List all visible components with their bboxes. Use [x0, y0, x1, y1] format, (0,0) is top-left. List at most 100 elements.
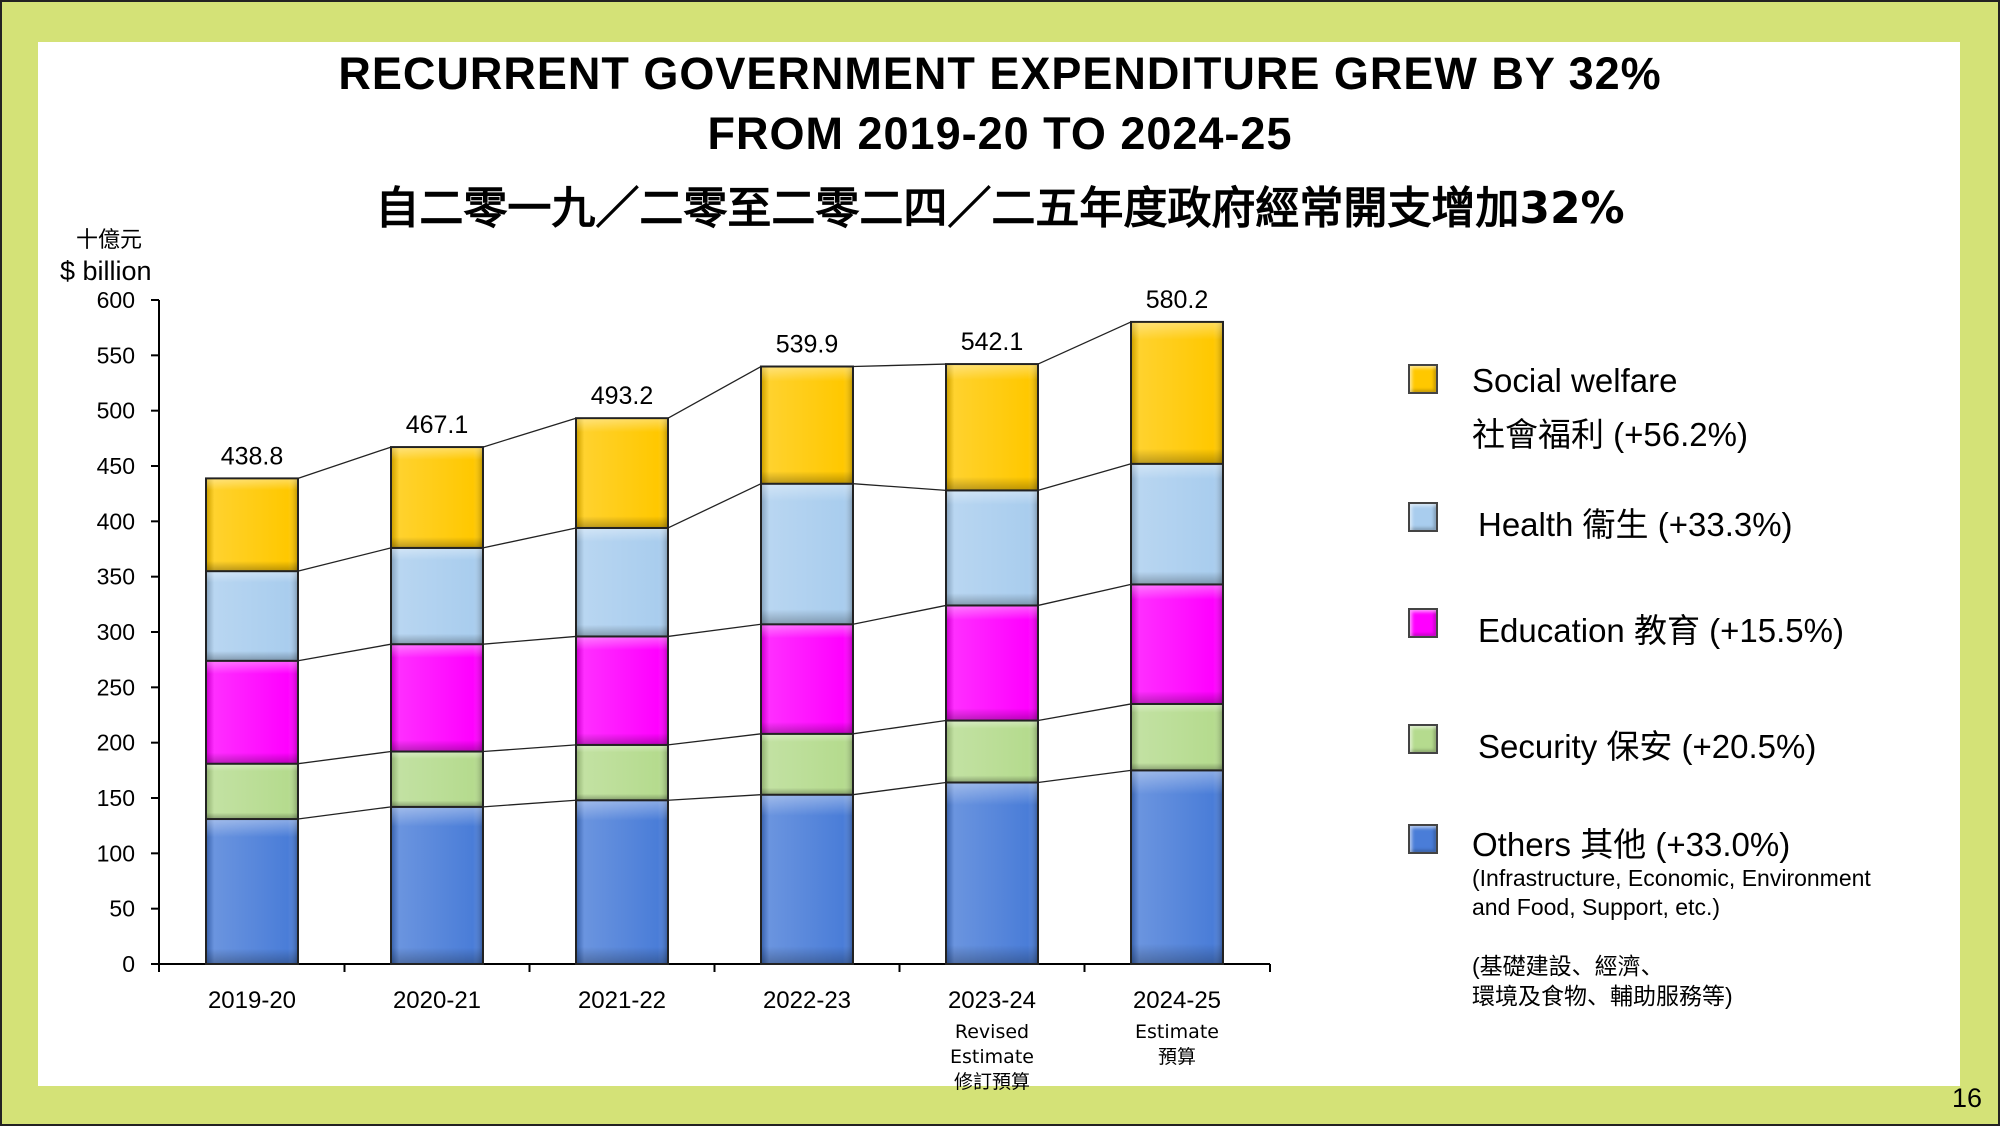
- bar-segment-others: [1130, 769, 1224, 965]
- bar-segment-others: [760, 793, 854, 965]
- bar-segment-others: [390, 805, 484, 965]
- legend-swatch-education: [1408, 608, 1438, 638]
- bar-segment-education: [760, 623, 854, 735]
- y-tick-label: 500: [97, 398, 135, 424]
- bar-segment-health: [390, 546, 484, 646]
- y-tick-label: 400: [97, 508, 135, 534]
- connector-line: [482, 417, 577, 448]
- y-tick-label: 50: [109, 896, 135, 922]
- connector-line: [852, 719, 947, 735]
- connector-line: [297, 750, 392, 765]
- connector-line: [852, 363, 947, 368]
- legend: Social welfare 社會福利 (+56.2%) Health 衞生 (…: [1408, 0, 1988, 1126]
- x-category-note: Estimate: [950, 1046, 1034, 1068]
- legend-label-social-welfare: Social welfare: [1472, 362, 1678, 399]
- legend-swatch-social-welfare: [1408, 364, 1438, 394]
- y-tick-label: 150: [97, 785, 135, 811]
- connector-line: [1037, 463, 1132, 491]
- y-tick-label: 250: [97, 674, 135, 700]
- connector-line: [297, 806, 392, 820]
- bar-segment-security: [575, 743, 669, 802]
- y-tick-label: 100: [97, 840, 135, 866]
- title-line-1: RECURRENT GOVERNMENT EXPENDITURE GREW BY…: [338, 48, 1662, 99]
- connector-line: [297, 547, 392, 572]
- bar-segment-social-welfare: [575, 417, 669, 529]
- legend-swatch-others: [1408, 824, 1438, 854]
- y-axis-unit-zh: 十億元: [76, 228, 143, 253]
- connector-line: [667, 483, 762, 529]
- connector-line: [297, 446, 392, 480]
- connector-line: [667, 733, 762, 746]
- bar-segment-health: [1130, 462, 1224, 586]
- total-data-label: 438.8: [221, 442, 284, 470]
- x-category-note: 預算: [1158, 1046, 1196, 1068]
- bar-segment-education: [205, 659, 299, 765]
- y-tick-label: 300: [97, 619, 135, 645]
- connector-line: [482, 635, 577, 645]
- bar-segment-security: [205, 762, 299, 821]
- x-tick-label: 2019-20: [208, 987, 296, 1014]
- connector-line: [482, 744, 577, 753]
- bar-segment-education: [390, 643, 484, 753]
- bar-segment-social-welfare: [945, 363, 1039, 492]
- y-tick-label: 200: [97, 730, 135, 756]
- bar-segment-education: [575, 635, 669, 746]
- bar-segment-health: [760, 482, 854, 626]
- connector-line: [667, 623, 762, 638]
- x-category-note: Estimate: [1135, 1021, 1219, 1043]
- legend-note-others-zh-1: (基礎建設、經濟、: [1472, 953, 1664, 979]
- page-number: 16: [1951, 1083, 1982, 1113]
- x-tick-label: 2022-23: [763, 987, 851, 1014]
- connector-line: [667, 365, 762, 419]
- y-tick-label: 0: [122, 951, 135, 977]
- connector-line: [852, 604, 947, 625]
- connector-line: [482, 527, 577, 549]
- title-line-2: FROM 2019-20 TO 2024-25: [707, 108, 1293, 159]
- legend-swatch-security: [1408, 724, 1438, 754]
- legend-label-others: Others 其他 (+33.0%): [1472, 826, 1791, 863]
- bar-segment-security: [390, 750, 484, 808]
- bar-segment-education: [1130, 583, 1224, 705]
- connector-line: [1037, 703, 1132, 722]
- connector-line: [482, 799, 577, 808]
- connector-line: [667, 794, 762, 801]
- bar-segment-social-welfare: [1130, 320, 1224, 465]
- bar-segment-social-welfare: [390, 446, 484, 549]
- connector-line: [1037, 769, 1132, 784]
- legend-label-social-welfare-zh: 社會福利 (+56.2%): [1472, 416, 1748, 453]
- bar-segment-social-welfare: [205, 477, 299, 573]
- bar-segment-health: [205, 570, 299, 662]
- bar-segment-security: [760, 732, 854, 796]
- bar-segment-others: [945, 781, 1039, 965]
- x-tick-label: 2023-24: [948, 987, 1036, 1014]
- bar-segment-health: [575, 526, 669, 638]
- connector-line: [1037, 583, 1132, 607]
- total-data-label: 580.2: [1146, 286, 1209, 314]
- bar-segment-others: [575, 799, 669, 965]
- legend-swatch-health: [1408, 502, 1438, 532]
- x-tick-label: 2021-22: [578, 987, 666, 1014]
- connector-line: [1037, 321, 1132, 365]
- legend-note-others-zh-2: 環境及食物、輔助服務等): [1472, 983, 1733, 1009]
- y-tick-label: 450: [97, 453, 135, 479]
- legend-label-security: Security 保安 (+20.5%): [1478, 728, 1817, 765]
- bar-segment-security: [1130, 702, 1224, 772]
- bar-segment-education: [945, 604, 1039, 722]
- connector-line: [297, 643, 392, 662]
- x-tick-label: 2024-25: [1133, 987, 1221, 1014]
- total-data-label: 467.1: [406, 411, 469, 439]
- bar-segment-security: [945, 719, 1039, 784]
- bar-segment-health: [945, 489, 1039, 607]
- y-tick-label: 350: [97, 564, 135, 590]
- connector-line: [852, 781, 947, 796]
- title-line-3: 自二零一九／二零至二零二四／二五年度政府經常開支增加32%: [375, 183, 1625, 234]
- y-axis-unit: $ billion: [60, 256, 152, 286]
- x-category-note: 修訂預算: [954, 1071, 1030, 1093]
- total-data-label: 542.1: [961, 328, 1024, 356]
- y-tick-label: 550: [97, 342, 135, 368]
- legend-label-education: Education 教育 (+15.5%): [1478, 612, 1844, 649]
- y-tick-label: 600: [97, 287, 135, 313]
- bar-segment-others: [205, 818, 299, 965]
- connector-line: [852, 483, 947, 491]
